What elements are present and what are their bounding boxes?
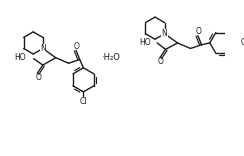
Text: O: O xyxy=(158,57,164,66)
Text: Cl: Cl xyxy=(80,97,87,106)
Text: N: N xyxy=(40,44,46,53)
Text: HO: HO xyxy=(139,37,151,46)
Text: ·H₂O: ·H₂O xyxy=(101,53,120,62)
Text: HO: HO xyxy=(15,53,26,62)
Text: O: O xyxy=(74,42,80,51)
Text: N: N xyxy=(162,29,167,38)
Text: Cl: Cl xyxy=(240,38,244,47)
Text: O: O xyxy=(35,73,41,82)
Text: O: O xyxy=(196,27,202,36)
